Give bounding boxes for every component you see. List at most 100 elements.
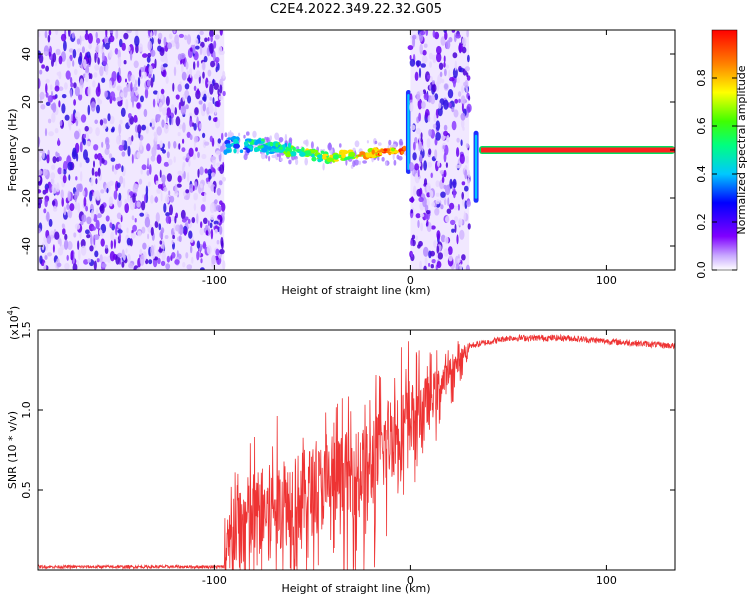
noise-blob: [177, 84, 182, 92]
noise-blob: [163, 161, 169, 167]
noise-blob: [452, 178, 457, 189]
noise-blob: [451, 120, 457, 131]
noise-blob: [131, 154, 134, 164]
noise-blob: [49, 84, 53, 91]
noise-blob: [465, 155, 469, 164]
signal-blob: [316, 154, 323, 159]
noise-blob: [205, 230, 209, 236]
noise-blob: [139, 248, 143, 256]
noise-blob: [109, 30, 114, 34]
noise-blob: [449, 178, 453, 189]
noise-blob: [134, 218, 137, 223]
noise-blob: [118, 233, 122, 240]
noise-blob: [101, 77, 106, 83]
noise-blob: [443, 83, 449, 91]
noise-blob: [38, 156, 42, 162]
noise-blob: [467, 223, 471, 230]
noise-blob: [414, 163, 420, 171]
noise-blob: [117, 252, 123, 258]
noise-blob: [203, 90, 207, 96]
noise-blob: [444, 236, 449, 245]
noise-blob: [147, 181, 151, 188]
noise-blob: [57, 247, 64, 256]
colorbar-tick-label: 0.6: [695, 117, 708, 135]
noise-blob: [153, 90, 158, 95]
noise-blob: [192, 153, 197, 160]
noise-blob: [162, 181, 166, 188]
noise-blob: [90, 177, 94, 186]
noise-blob: [431, 202, 436, 207]
noise-blob: [93, 144, 99, 151]
noise-blob: [213, 186, 216, 194]
noise-blob: [165, 96, 170, 106]
noise-blob: [415, 235, 418, 241]
page-title: C2E4.2022.349.22.32.G05: [269, 2, 443, 17]
signal-blob: [310, 149, 315, 154]
noise-blob: [65, 70, 71, 80]
noise-blob: [455, 164, 461, 169]
noise-blob: [121, 261, 125, 268]
noise-blob: [68, 48, 74, 53]
noise-blob: [213, 40, 217, 49]
noise-blob: [149, 122, 152, 127]
noise-blob: [52, 102, 57, 113]
noise-blob: [86, 234, 91, 239]
noise-blob: [461, 198, 466, 207]
noise-blob: [152, 73, 155, 83]
noise-blob: [74, 111, 81, 120]
signal-halo: [260, 151, 266, 160]
noise-blob: [43, 51, 49, 56]
signal-halo: [295, 158, 299, 166]
noise-blob: [207, 37, 210, 42]
signal-blob: [233, 139, 239, 145]
noise-blob: [454, 60, 457, 71]
noise-blob: [222, 210, 226, 216]
noise-blob: [156, 126, 162, 136]
noise-blob: [194, 38, 199, 45]
noise-blob: [90, 209, 95, 221]
noise-blob: [72, 49, 77, 59]
noise-blob: [166, 255, 171, 263]
snr-ylabel: SNR (10 * v/v): [6, 411, 19, 489]
noise-blob: [460, 139, 463, 146]
noise-blob: [210, 60, 216, 68]
noise-blob: [420, 137, 423, 143]
noise-blob: [209, 42, 214, 54]
noise-blob: [467, 177, 470, 189]
noise-blob: [456, 147, 460, 158]
noise-blob: [446, 208, 452, 214]
noise-blob: [445, 64, 449, 69]
noise-blob: [38, 78, 41, 89]
noise-blob: [47, 252, 52, 257]
noise-blob: [182, 261, 186, 268]
noise-blob: [74, 68, 78, 75]
noise-blob: [105, 30, 108, 38]
noise-blob: [177, 170, 183, 176]
noise-blob: [109, 251, 115, 262]
noise-blob: [38, 197, 43, 206]
noise-blob: [431, 80, 435, 85]
noise-blob: [52, 244, 55, 253]
noise-blob: [91, 226, 96, 231]
noise-blob: [171, 252, 176, 259]
noise-blob: [163, 186, 168, 192]
noise-blob: [449, 77, 455, 82]
noise-blob: [218, 95, 224, 101]
noise-blob: [176, 60, 180, 65]
noise-blob: [425, 30, 429, 36]
noise-blob: [412, 34, 417, 40]
noise-blob: [437, 160, 440, 167]
noise-blob: [189, 183, 194, 193]
noise-blob: [435, 180, 440, 188]
noise-blob: [466, 30, 469, 38]
noise-blob: [113, 97, 116, 102]
noise-blob: [431, 84, 437, 93]
x-tick-label: 0: [407, 274, 414, 287]
noise-blob: [193, 135, 199, 143]
noise-blob: [141, 124, 147, 131]
signal-halo: [377, 156, 380, 161]
noise-blob: [94, 153, 98, 160]
noise-blob: [213, 220, 219, 225]
noise-blob: [126, 227, 129, 234]
noise-blob: [216, 239, 220, 245]
